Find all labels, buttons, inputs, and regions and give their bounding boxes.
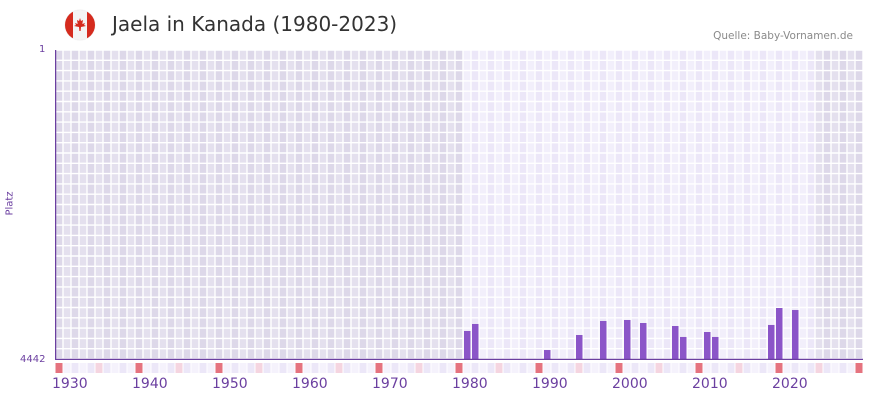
bar-2007	[680, 336, 687, 360]
x-tick-label: 1960	[292, 376, 328, 392]
chart-title: Jaela in Kanada (1980-2023)	[112, 12, 398, 36]
bar-1980	[464, 330, 471, 360]
bar-2000	[624, 320, 631, 360]
x-tick-label: 2000	[612, 376, 648, 392]
bar-2019	[776, 307, 783, 360]
bar-2011	[712, 336, 719, 360]
bar-1994	[576, 335, 583, 360]
y-axis-bottom-label: 4442	[20, 354, 46, 365]
x-tick-label: 1990	[532, 376, 568, 392]
x-tick-label: 1930	[52, 376, 88, 392]
bar-2018	[768, 324, 775, 360]
x-tick-label: 2010	[692, 376, 728, 392]
bar-1981	[472, 323, 479, 360]
canada-flag-icon	[65, 10, 95, 40]
x-tick-label: 1950	[212, 376, 248, 392]
bar-2002	[640, 323, 647, 360]
x-tick-label: 1940	[132, 376, 168, 392]
y-axis-title: Platz	[4, 191, 16, 216]
y-axis-top-label: 1	[39, 44, 46, 55]
bar-2021	[792, 310, 799, 360]
plot-area	[55, 50, 863, 360]
x-tick-label: 1970	[372, 376, 408, 392]
bar-1997	[600, 320, 607, 360]
x-tick-label: 1980	[452, 376, 488, 392]
x-tick-label: 2020	[772, 376, 808, 392]
source-link[interactable]: Quelle: Baby-Vornamen.de	[713, 30, 853, 42]
x-axis-year-strip	[55, 360, 863, 373]
bar-2006	[672, 326, 679, 360]
bar-2010	[704, 332, 711, 360]
bar-1990	[544, 350, 551, 360]
